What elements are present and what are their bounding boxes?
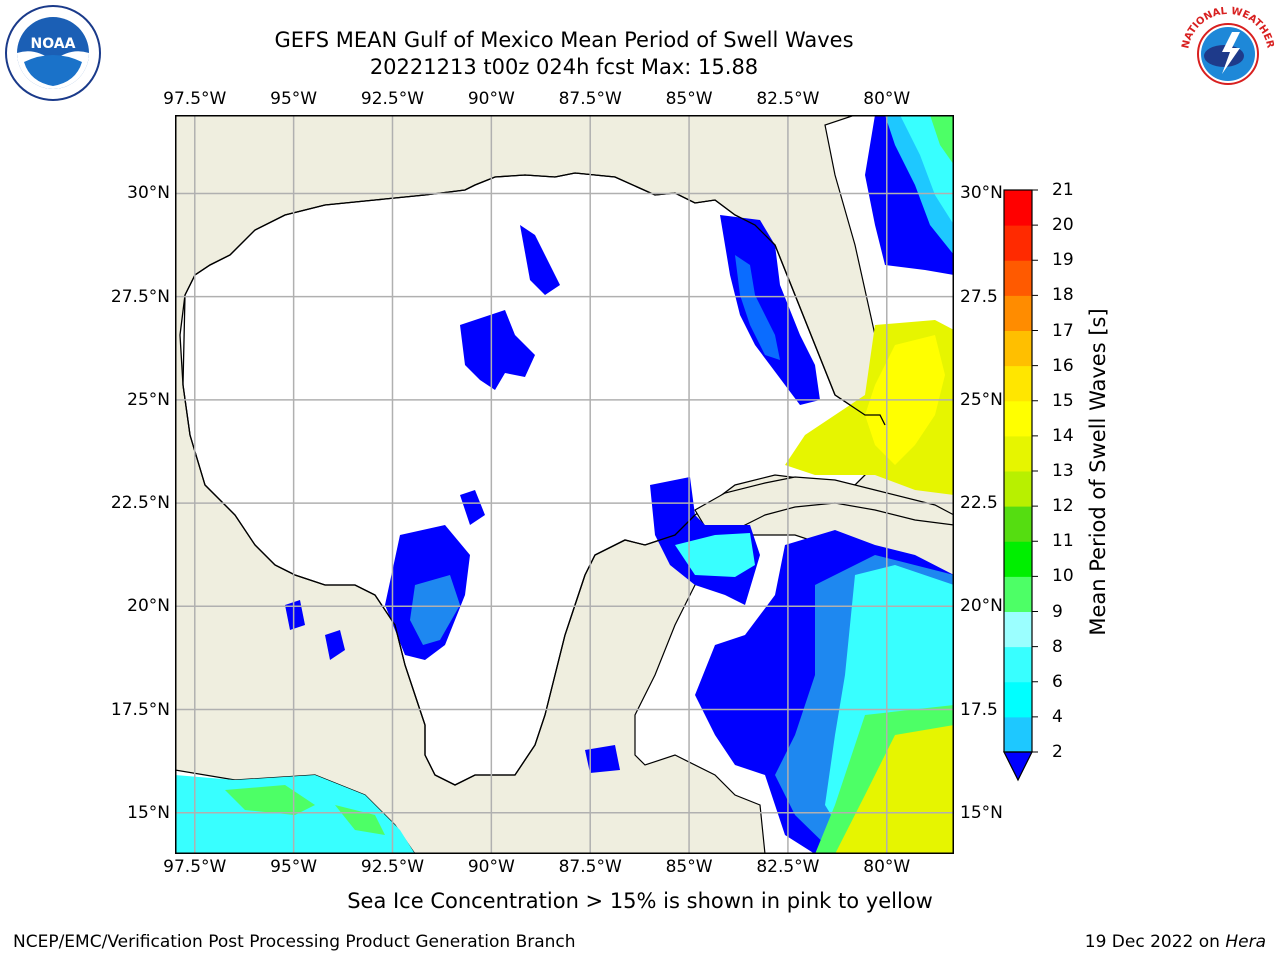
latitude-label: 25°N [127,389,170,410]
colorbar-extend-arrow [1003,751,1033,782]
cuba [694,476,954,536]
latitude-label: 17.5°N [110,699,170,720]
colorbar-segment [1004,225,1032,261]
latitude-label: 17.5 [960,699,998,720]
colorbar-tick-label: 14 [1052,425,1074,446]
longitude-label: 90°W [467,857,515,877]
colorbar-tick-label: 15 [1052,390,1074,411]
noaa-logo: NOAA [5,5,101,101]
latitude-label: 20°N [127,596,170,617]
colorbar-tick-label: 21 [1052,180,1074,200]
longitude-label: 95°W [270,857,318,877]
coastline [182,172,886,786]
colorbar-segment [1004,190,1032,226]
longitude-label: 92.5°W [360,89,425,109]
longitude-label: 92.5°W [360,857,425,877]
colorbar-tick-label: 9 [1052,601,1063,622]
colorbar-tick-label: 10 [1052,566,1074,587]
colorbar-tick-label: 6 [1052,671,1063,692]
colorbar [1003,189,1038,782]
footer-date-text: 19 Dec 2022 on [1084,932,1226,952]
colorbar-label: Mean Period of Swell Waves [s] [1086,308,1110,636]
colorbar-segment [1004,365,1032,402]
latitude-label: 30°N [960,183,1003,204]
colorbar-segment [1004,681,1032,718]
latitude-label: 15°N [960,802,1003,823]
colorbar-segment [1004,260,1032,296]
latitude-label: 22.5 [960,493,998,514]
colorbar-tick-label: 16 [1052,355,1074,376]
map-frame [175,115,954,854]
footer-credit: NCEP/EMC/Verification Post Processing Pr… [13,932,576,952]
latitude-label: 25°N [960,389,1003,410]
longitude-label: 82.5°W [756,857,820,877]
longitude-label: 82.5°W [756,89,820,109]
colorbar-tick-label: 8 [1052,636,1063,657]
longitude-label: 87.5°W [558,857,622,877]
longitude-label: 97.5°W [163,89,227,109]
latitude-label: 27.5 [960,286,998,307]
colorbar-segment [1004,506,1032,542]
colorbar-tick-label: 20 [1052,215,1074,236]
map-subtitle: 20221213 t00z 024h fcst Max: 15.88 [369,55,759,79]
latitude-label: 30°N [127,183,170,204]
colorbar-segment [1004,435,1032,472]
latitude-label: 22.5°N [110,493,170,514]
colorbar-segment [1004,330,1032,367]
swell-contours [175,115,954,854]
colorbar-tick-label: 11 [1052,531,1074,552]
footer-date: 19 Dec 2022 on Hera [1085,932,1266,952]
colorbar-segment [1004,611,1032,648]
colorbar-segment [1004,716,1032,753]
longitude-label: 95°W [270,89,318,109]
longitude-label: 97.5°W [163,857,227,877]
sea-ice-note: Sea Ice Concentration > 15% is shown in … [347,889,933,913]
colorbar-segment [1004,646,1032,683]
longitude-label: 80°W [863,89,911,109]
longitude-label: 80°W [863,857,911,877]
colorbar-tick-label: 17 [1052,320,1074,341]
colorbar-tick-label: 13 [1052,461,1074,481]
colorbar-segment [1004,541,1032,577]
longitude-label: 90°W [467,89,515,109]
longitude-label: 85°W [665,89,713,109]
colorbar-tick-label: 18 [1052,285,1074,306]
colorbar-tick-label: 2 [1052,742,1063,762]
colorbar-tick-label: 19 [1052,250,1074,271]
longitude-label: 87.5°W [558,89,622,109]
latitude-label: 20°N [960,596,1003,617]
latitude-label: 15°N [127,802,170,823]
colorbar-tick-label: 12 [1052,496,1074,517]
colorbar-segment [1004,400,1032,437]
footer-host: Hera [1225,932,1266,952]
colorbar-tick-label: 4 [1052,706,1063,727]
colorbar-segment [1004,471,1032,507]
longitude-label: 85°W [665,857,713,877]
colorbar-segment [1004,295,1032,331]
map-title: GEFS MEAN Gulf of Mexico Mean Period of … [274,28,854,52]
svg-text:NOAA: NOAA [31,36,76,52]
latitude-label: 27.5°N [110,286,170,307]
map-area [175,115,954,854]
nws-logo: NATIONAL WEATHER SERVICE [1178,4,1276,101]
graticule [175,115,954,854]
colorbar-segment [1004,576,1032,612]
